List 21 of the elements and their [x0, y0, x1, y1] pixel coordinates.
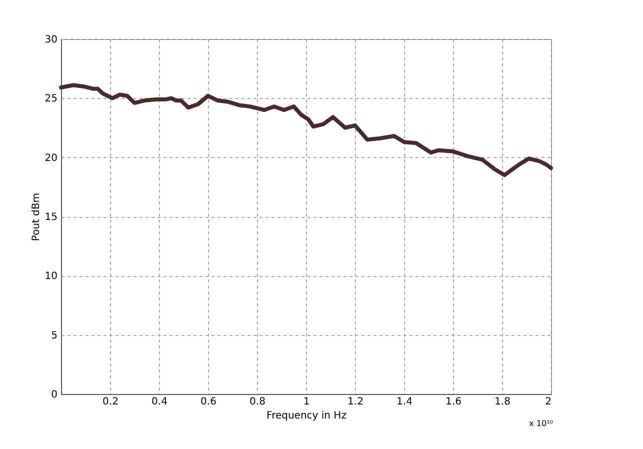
- y-tick-label: 30: [44, 34, 58, 46]
- y-tick-label: 20: [44, 152, 58, 164]
- x-tick-label: 2: [545, 396, 552, 408]
- x-tick-label: 0.2: [102, 396, 118, 408]
- x-tick-label: 1.2: [348, 396, 364, 408]
- x-tick-label: 1.8: [494, 396, 510, 408]
- y-tick-label: 0: [51, 390, 58, 400]
- text: x 10¹⁰: [529, 419, 553, 428]
- x-tick-label: 0.6: [200, 396, 216, 408]
- y-tick-label: 15: [44, 212, 58, 223]
- x-tick-label: 0.4: [152, 396, 168, 408]
- x-tick-label: 1: [303, 396, 310, 408]
- y-tick-label: 5: [51, 330, 58, 342]
- x-tick-label: 1.6: [446, 396, 462, 408]
- x-tick-label: 1.4: [396, 396, 412, 408]
- y-tick-label: 10: [44, 271, 58, 282]
- x-axis-title: Frequency in Hz: [266, 410, 346, 422]
- y-tick-label: 25: [44, 94, 58, 105]
- line-series: [59, 83, 553, 178]
- y-axis-title: Pout dBm: [30, 192, 42, 242]
- x-tick-label: 0.8: [250, 396, 266, 408]
